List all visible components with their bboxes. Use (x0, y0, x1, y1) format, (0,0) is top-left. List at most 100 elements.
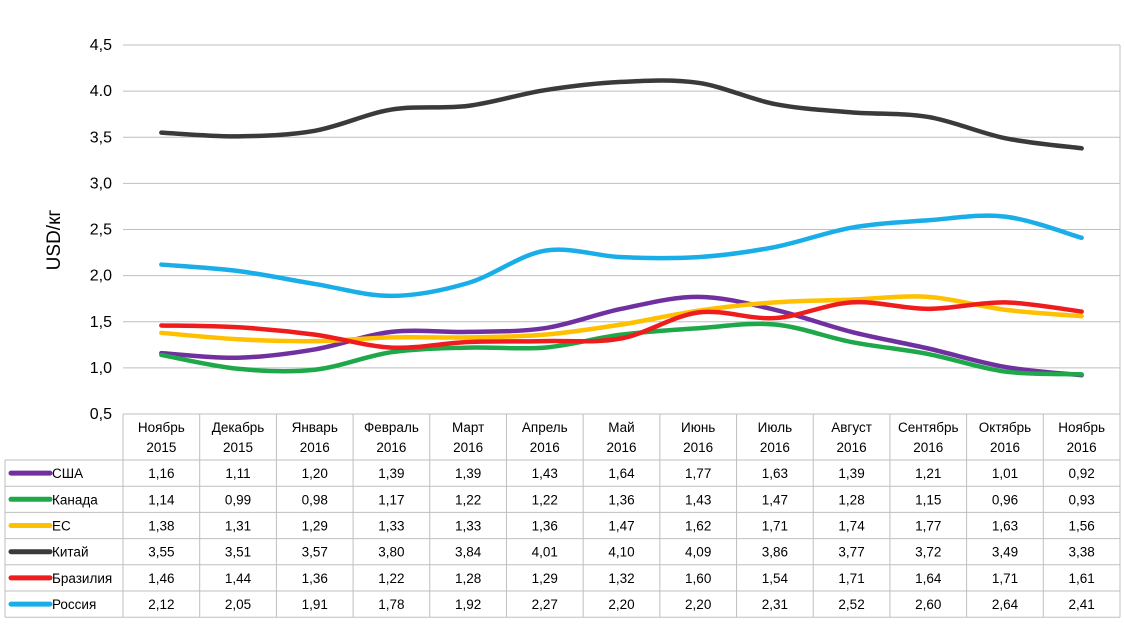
x-tick-label: Май (608, 420, 634, 435)
data-label: 1,36 (608, 492, 634, 507)
y-axis-label: USD/кг (44, 210, 65, 271)
data-label: 1,56 (1069, 519, 1095, 534)
data-label: 2,20 (608, 597, 634, 612)
x-tick-label: Ноябрь (1058, 420, 1105, 435)
data-label: 2,31 (762, 597, 788, 612)
data-label: 2,41 (1069, 597, 1095, 612)
x-tick-label: Июнь (681, 420, 715, 435)
series-line (159, 299, 1084, 350)
data-label: 4,09 (685, 545, 711, 560)
x-tick-label: 2015 (223, 440, 253, 455)
legend-label: США (52, 466, 83, 481)
data-label: 3,49 (992, 545, 1018, 560)
x-tick-label: 2016 (376, 440, 406, 455)
data-label: 1,22 (532, 492, 558, 507)
data-label: 1,28 (838, 492, 864, 507)
data-label: 1,47 (608, 519, 634, 534)
x-tick-label: Ноябрь (138, 420, 185, 435)
data-label: 1,60 (685, 571, 711, 586)
data-label: 3,51 (225, 545, 251, 560)
legend-label: Канада (52, 492, 98, 507)
data-label: 3,86 (762, 545, 788, 560)
data-label: 1,77 (685, 466, 711, 481)
data-label: 1,17 (378, 492, 404, 507)
data-label: 1,74 (838, 519, 865, 534)
series-line (159, 294, 1084, 344)
y-tick-label: 3,5 (90, 129, 112, 146)
x-tick-label: 2016 (760, 440, 790, 455)
x-tick-label: 2016 (837, 440, 867, 455)
data-label: 1,77 (915, 519, 941, 534)
data-label: 3,57 (302, 545, 328, 560)
data-label: 3,72 (915, 545, 941, 560)
x-tick-label: Июль (758, 420, 792, 435)
data-label: 3,55 (148, 545, 174, 560)
data-label: 1,71 (992, 571, 1018, 586)
data-label: 1,61 (1069, 571, 1095, 586)
x-tick-label: Сентябрь (898, 420, 958, 435)
y-tick-label: 1,0 (90, 360, 112, 377)
y-tick-label: 4,5 (90, 37, 112, 54)
y-tick-label: 2,0 (90, 268, 112, 285)
x-tick-label: Февраль (364, 420, 419, 435)
data-label: 1,63 (992, 519, 1018, 534)
data-label: 3,84 (455, 545, 482, 560)
x-tick-label: Апрель (522, 420, 568, 435)
data-label: 1,01 (992, 466, 1018, 481)
data-label: 1,20 (302, 466, 328, 481)
series-lines (159, 78, 1084, 378)
y-tick-label: 3,0 (90, 175, 112, 192)
data-label: 1,43 (532, 466, 558, 481)
y-tick-label: 1,5 (90, 314, 112, 331)
data-label: 1,39 (378, 466, 404, 481)
x-tick-label: 2016 (606, 440, 636, 455)
data-label: 1,32 (608, 571, 634, 586)
data-label: 1,33 (378, 519, 404, 534)
data-label: 1,31 (225, 519, 251, 534)
data-label: 1,44 (225, 571, 252, 586)
data-label: 3,77 (838, 545, 864, 560)
data-label: 2,60 (915, 597, 941, 612)
x-tick-label: 2016 (1067, 440, 1097, 455)
series-line (159, 321, 1084, 377)
data-label: 0,96 (992, 492, 1018, 507)
series-line (159, 78, 1084, 151)
data-label: 1,29 (532, 571, 558, 586)
series-line (159, 213, 1084, 299)
data-label: 1,16 (148, 466, 174, 481)
data-label: 1,78 (378, 597, 404, 612)
data-label: 1,36 (302, 571, 328, 586)
data-label: 2,27 (532, 597, 558, 612)
data-label: 3,80 (378, 545, 404, 560)
data-label: 1,39 (838, 466, 864, 481)
y-tick-label: 0,5 (90, 406, 112, 423)
data-label: 1,21 (915, 466, 941, 481)
data-label: 1,28 (455, 571, 481, 586)
x-tick-label: Январь (292, 420, 338, 435)
x-tick-label: Октябрь (979, 420, 1031, 435)
x-tick-label: 2015 (146, 440, 176, 455)
data-label: 1,92 (455, 597, 481, 612)
legend-label: Бразилия (52, 571, 112, 586)
x-tick-label: 2016 (453, 440, 483, 455)
data-label: 1,33 (455, 519, 481, 534)
data-label: 1,64 (608, 466, 635, 481)
data-label: 1,36 (532, 519, 558, 534)
legend-label: Китай (52, 545, 89, 560)
data-label: 2,64 (992, 597, 1019, 612)
data-label: 1,47 (762, 492, 788, 507)
x-tick-label: 2016 (530, 440, 560, 455)
data-label: 0,92 (1069, 466, 1095, 481)
data-label: 2,20 (685, 597, 711, 612)
data-label: 0,93 (1069, 492, 1095, 507)
data-label: 1,43 (685, 492, 711, 507)
x-tick-label: 2016 (913, 440, 943, 455)
data-label: 1,11 (225, 466, 250, 481)
data-label: 0,98 (302, 492, 328, 507)
data-label: 1,39 (455, 466, 481, 481)
x-tick-label: 2016 (300, 440, 330, 455)
data-label: 4,10 (608, 545, 634, 560)
data-label: 1,14 (148, 492, 175, 507)
y-tick-label: 2,5 (90, 222, 112, 239)
